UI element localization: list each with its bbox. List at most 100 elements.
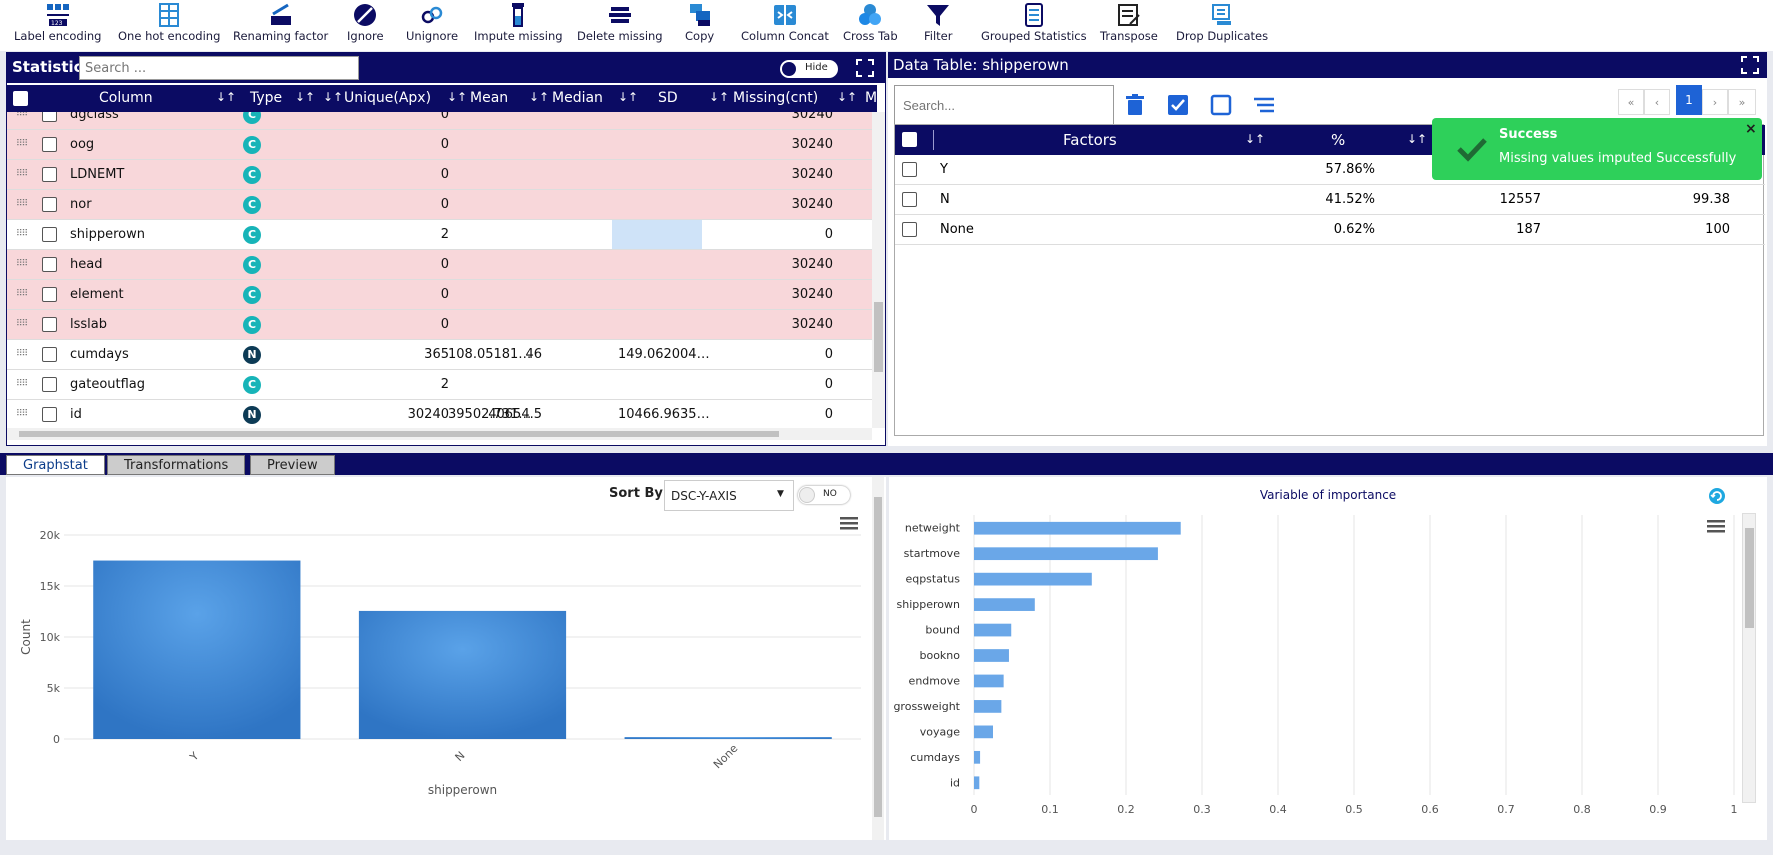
next-page-button[interactable]: › [1702,89,1728,115]
column-header-missing[interactable]: Missing(cnt) [733,90,819,106]
bar[interactable] [974,547,1158,561]
vertical-scrollbar[interactable] [1742,513,1756,803]
sort-by-select[interactable]: DSC-Y-AXIS ▼ [664,480,794,511]
row-checkbox[interactable] [42,227,57,242]
row-checkbox[interactable] [42,167,57,182]
table-row[interactable]: ⠿⠿ LDNEMT C 0 30240 [7,160,872,190]
tab-transformations[interactable]: Transformations [107,455,246,475]
sort-icon[interactable]: ↓↑ [709,90,730,104]
bar[interactable] [974,725,993,739]
row-checkbox[interactable] [42,257,57,272]
column-concat-button[interactable]: Column Concat [741,2,829,48]
sort-icon[interactable]: ↓↑ [295,90,316,104]
row-checkbox[interactable] [42,137,57,152]
drag-handle-icon[interactable]: ⠿⠿ [16,169,28,179]
drag-handle-icon[interactable]: ⠿⠿ [16,139,28,149]
table-row[interactable]: Y 57.86% [895,155,1765,185]
one-hot-encoding-button[interactable]: One hot encoding [118,2,220,48]
sort-icon[interactable]: ↓↑ [1245,132,1266,146]
drag-handle-icon[interactable]: ⠿⠿ [16,229,28,239]
delete-missing-button[interactable]: Delete missing [577,2,663,48]
column-header-type[interactable]: Type [250,90,283,106]
row-checkbox[interactable] [42,347,57,362]
renaming-factor-button[interactable]: Renaming factor [233,2,328,48]
scrollbar-thumb[interactable] [1745,528,1754,628]
row-checkbox[interactable] [42,407,57,422]
drag-handle-icon[interactable]: ⠿⠿ [16,319,28,329]
bar[interactable] [974,776,980,790]
cross-tab-button[interactable]: Cross Tab [843,2,898,48]
close-icon[interactable]: × [1745,121,1757,137]
unignore-button[interactable]: Unignore [406,2,458,48]
horizontal-scrollbar[interactable] [7,428,872,440]
table-row[interactable]: ⠿⠿ gateoutflag C 2 0 [7,370,872,400]
row-checkbox[interactable] [42,317,57,332]
column-header-unique[interactable]: Unique(Apx) [344,90,432,106]
column-header-sd[interactable]: SD [658,90,678,106]
first-page-button[interactable]: « [1618,89,1644,115]
table-row[interactable]: ⠿⠿ dgclass C 0 30240 [7,112,872,130]
table-row[interactable]: None 0.62% 187 100 [895,215,1765,245]
drag-handle-icon[interactable]: ⠿⠿ [16,289,28,299]
table-row[interactable]: N 41.52% 12557 99.38 [895,185,1765,215]
bar[interactable] [974,674,1004,688]
bar[interactable] [974,572,1092,586]
expand-icon[interactable] [855,58,875,78]
table-row[interactable]: ⠿⠿ cumdays N 365 108.05181… 46 149.062004… 0 [7,340,872,370]
row-checkbox[interactable] [42,112,57,122]
sort-icon[interactable]: ↓↑ [837,90,858,104]
impute-missing-button[interactable]: Impute missing [474,2,563,48]
column-header-median[interactable]: Median [552,90,603,106]
copy-button[interactable]: Copy [685,2,714,48]
bar[interactable] [974,598,1035,611]
sort-icon[interactable]: ↓↑ [447,90,468,104]
uncheck-all-icon[interactable] [1210,94,1232,116]
selected-cell[interactable] [612,220,702,249]
tab-preview[interactable]: Preview [250,455,335,475]
scrollbar-thumb[interactable] [19,431,779,437]
sort-icon[interactable]: ↓↑ [618,90,639,104]
statistics-search-input[interactable] [79,56,359,80]
row-checkbox[interactable] [902,192,917,207]
table-row[interactable]: ⠿⠿ element C 0 30240 [7,280,872,310]
sort-icon[interactable]: ↓↑ [216,90,237,104]
column-header-column[interactable]: Column [99,90,153,106]
bar[interactable] [974,649,1009,662]
bar[interactable] [974,623,1012,637]
chart-menu-icon[interactable] [1707,520,1725,533]
bar[interactable] [974,521,1181,535]
drag-handle-icon[interactable]: ⠿⠿ [16,259,28,269]
column-header-percent[interactable]: % [1331,131,1346,149]
scrollbar-thumb[interactable] [874,302,883,372]
row-checkbox[interactable] [42,197,57,212]
select-all-checkbox[interactable] [902,132,917,147]
table-row[interactable]: ⠿⠿ oog C 0 30240 [7,130,872,160]
row-checkbox[interactable] [902,222,917,237]
expand-icon[interactable] [1740,55,1760,75]
column-header-mean[interactable]: Mean [470,90,509,106]
table-row[interactable]: ⠿⠿ shipperown C 2 0 [7,220,872,250]
trash-icon[interactable] [1125,94,1145,116]
vertical-scrollbar[interactable] [872,477,884,840]
scrollbar-thumb[interactable] [874,497,882,817]
table-row[interactable]: ⠿⠿ id N 30240 39502.731… 40654.5 10466.9635… 0 [7,400,872,428]
align-icon[interactable] [1253,96,1275,114]
row-checkbox[interactable] [902,162,917,177]
bar[interactable] [974,750,981,764]
hide-toggle[interactable]: Hide [780,60,838,78]
select-all-checkbox[interactable] [13,91,28,106]
refresh-icon[interactable] [1708,487,1726,505]
tab-graphstat[interactable]: Graphstat [6,455,105,475]
transpose-button[interactable]: Transpose [1100,2,1158,48]
drag-handle-icon[interactable]: ⠿⠿ [16,199,28,209]
no-toggle[interactable]: NO [798,486,850,504]
data-table-search-input[interactable] [894,85,1114,125]
row-checkbox[interactable] [42,287,57,302]
drag-handle-icon[interactable]: ⠿⠿ [16,409,28,419]
filter-button[interactable]: Filter [924,2,952,48]
sort-icon[interactable]: ↓↑ [1407,132,1428,146]
table-row[interactable]: ⠿⠿ nor C 0 30240 [7,190,872,220]
drag-handle-icon[interactable]: ⠿⠿ [16,112,28,119]
grouped-statistics-button[interactable]: Grouped Statistics [981,2,1087,48]
page-1-button[interactable]: 1 [1676,85,1702,115]
